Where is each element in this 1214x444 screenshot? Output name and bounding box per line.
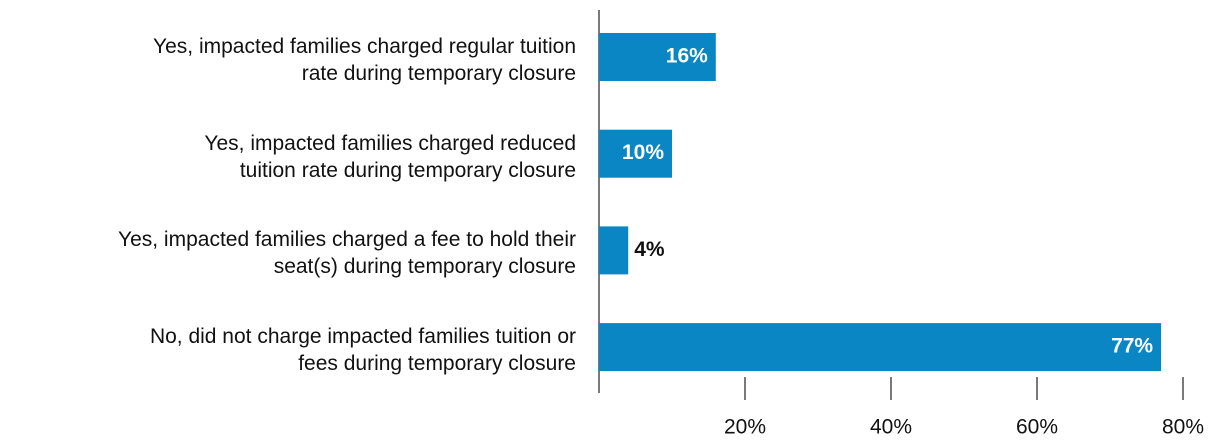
x-tick-label: 40% bbox=[870, 416, 912, 439]
bar bbox=[599, 129, 672, 178]
bar bbox=[599, 226, 629, 275]
bar bbox=[599, 33, 716, 81]
value-label: 4% bbox=[634, 238, 665, 261]
value-label: 77% bbox=[1111, 335, 1153, 358]
value-label: 16% bbox=[666, 45, 708, 68]
category-label: No, did not charge impacted families tui… bbox=[149, 325, 576, 376]
x-tick-label: 60% bbox=[1016, 416, 1058, 439]
category-label: Yes, impacted families charged a fee to … bbox=[118, 228, 576, 279]
x-tick-label: 20% bbox=[724, 416, 766, 439]
bar bbox=[599, 323, 1162, 372]
x-tick-label: 80% bbox=[1162, 416, 1204, 439]
category-label: Yes, impacted families charged reduced t… bbox=[204, 131, 576, 182]
value-label: 10% bbox=[622, 141, 664, 164]
category-label: Yes, impacted families charged regular t… bbox=[153, 35, 576, 85]
